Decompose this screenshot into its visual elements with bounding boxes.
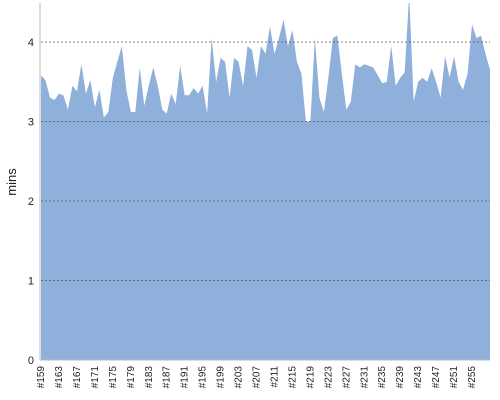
- y-tick-label: 0: [28, 355, 34, 367]
- area: [41, 3, 490, 360]
- x-tick-label: #219: [305, 366, 316, 389]
- x-tick-label: #175: [108, 366, 119, 389]
- y-axis-label: mins: [4, 168, 19, 196]
- y-tick-label: 4: [28, 37, 34, 49]
- x-tick-label: #159: [36, 366, 47, 389]
- x-tick-label: #183: [144, 366, 155, 389]
- x-tick-label: #211: [269, 366, 280, 388]
- x-tick-label: #171: [90, 366, 101, 389]
- x-tick-label: #223: [323, 366, 334, 389]
- x-tick-label: #167: [72, 366, 83, 389]
- x-tick-label: #247: [431, 366, 442, 389]
- x-tick-label: #255: [467, 366, 478, 389]
- x-tick-label: #227: [341, 366, 352, 389]
- x-tick-label: #195: [198, 366, 209, 389]
- x-tick-label: #243: [413, 366, 424, 389]
- x-tick-label: #187: [162, 366, 173, 389]
- x-tick-label: #191: [180, 366, 191, 389]
- y-tick-label: 1: [28, 276, 34, 288]
- x-tick-label: #239: [395, 366, 406, 389]
- x-tick-label: #203: [234, 366, 245, 389]
- x-tick-label: #251: [449, 366, 460, 389]
- x-tick-label: #179: [126, 366, 137, 389]
- x-tick-label: #215: [287, 366, 298, 389]
- x-tick-label: #231: [359, 366, 370, 389]
- x-tick-label: #199: [216, 366, 227, 389]
- x-tick-label: #163: [54, 366, 65, 389]
- x-tick-label: #235: [377, 366, 388, 389]
- x-tick-label: #207: [252, 366, 263, 389]
- y-tick-label: 2: [28, 196, 34, 208]
- y-tick-label: 3: [28, 117, 34, 129]
